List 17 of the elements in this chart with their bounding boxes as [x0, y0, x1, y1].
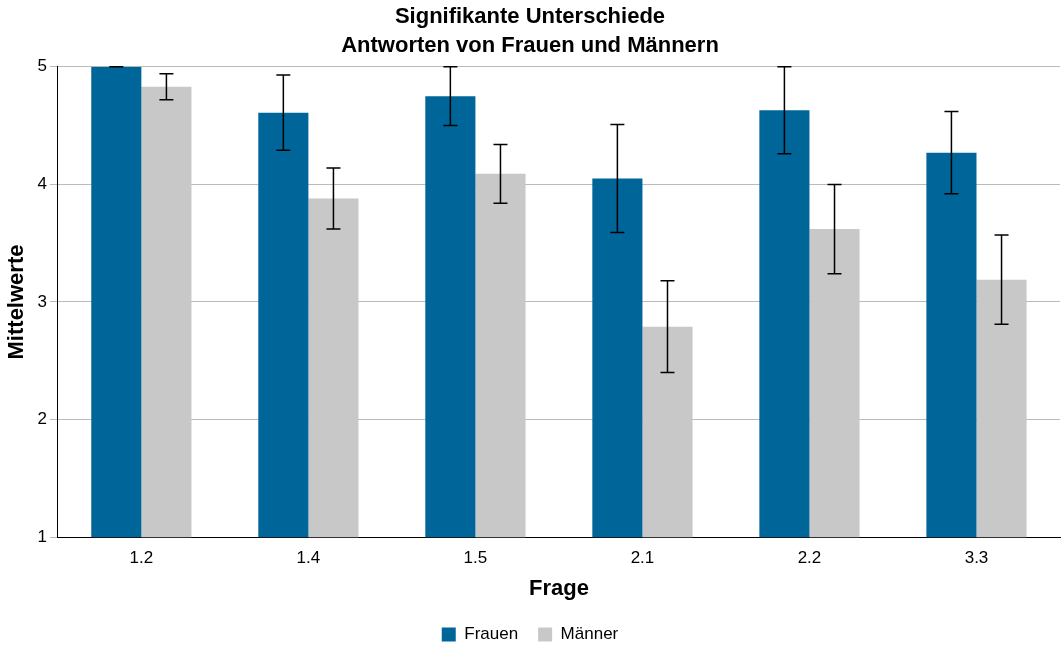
chart-subtitle: Antworten von Frauen und Männern: [341, 31, 719, 57]
chart-title: Signifikante Unterschiede: [394, 3, 666, 29]
y-tick-label: 5: [37, 56, 47, 76]
y-tick-label: 1: [37, 526, 47, 546]
x-tick-label: 3.3: [964, 548, 989, 568]
legend-label: Frauen: [464, 624, 519, 644]
x-tick-label: 2.2: [797, 548, 822, 568]
x-tick-label: 1.5: [463, 548, 488, 568]
x-tick-label: 1.2: [129, 548, 154, 568]
y-axis-title: Mittelwerte: [3, 244, 29, 360]
x-tick-label: 1.4: [296, 548, 321, 568]
y-tick-label: 4: [37, 174, 47, 194]
y-tick-label: 3: [37, 291, 47, 311]
y-tick-label: 2: [37, 409, 47, 429]
x-axis-title: Frage: [528, 574, 589, 600]
x-tick-label: 2.1: [630, 548, 655, 568]
legend-label: Männer: [560, 624, 619, 644]
